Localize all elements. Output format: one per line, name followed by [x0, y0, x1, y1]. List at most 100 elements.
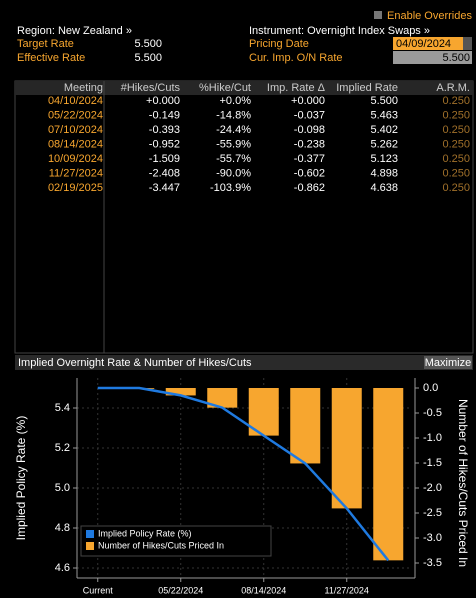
chart-title: Implied Overnight Rate & Number of Hikes…: [18, 357, 252, 369]
label: Effective Rate: [17, 52, 85, 64]
table-cell: -3.447: [149, 182, 180, 194]
legend: [80, 525, 272, 557]
maximize[interactable]: Maximize: [425, 357, 471, 369]
table-cell: 0.250: [442, 182, 470, 194]
region[interactable]: Region: New Zealand »: [17, 25, 132, 37]
y2-tick-label: -2.0: [423, 482, 442, 494]
bar: [207, 388, 238, 408]
value: 5.500: [442, 52, 470, 64]
y-tick-label: 5.4: [55, 402, 70, 414]
table-cell: +0.000: [146, 95, 180, 107]
table-cell: 0.250: [442, 138, 470, 150]
checkbox[interactable]: [374, 11, 382, 19]
legend-label: Implied Policy Rate (%): [98, 528, 192, 538]
table-cell: 02/19/2025: [48, 182, 103, 194]
legend-label: Number of Hikes/Cuts Priced In: [98, 540, 224, 550]
instrument[interactable]: Instrument: Overnight Index Swaps »: [249, 25, 430, 37]
label: Cur. Imp. O/N Rate: [249, 52, 343, 64]
table-cell: -14.8%: [216, 109, 251, 121]
column-header: #Hikes/Cuts: [121, 82, 181, 94]
x-tick-label: Current: [83, 585, 114, 595]
table-cell: 0.250: [442, 124, 470, 136]
table-cell: -103.9%: [210, 182, 251, 194]
value: 5.500: [134, 52, 162, 64]
legend-swatch: [86, 530, 94, 538]
y-axis-label: Implied Policy Rate (%): [14, 416, 28, 541]
column-header: %Hike/Cut: [199, 82, 251, 94]
table-cell: 0.250: [442, 167, 470, 179]
table-cell: 5.402: [370, 124, 398, 136]
y2-tick-label: -1.0: [423, 432, 442, 444]
column-header: A.R.M.: [436, 82, 470, 94]
table-cell: 4.898: [370, 167, 398, 179]
table-cell: 10/09/2024: [48, 153, 103, 165]
table-frame: [14, 80, 474, 354]
x-tick-label: 05/22/2024: [158, 585, 203, 595]
y-tick-label: 4.8: [55, 522, 70, 534]
legend-swatch: [86, 542, 94, 550]
column-header: Implied Rate: [336, 82, 398, 94]
table-cell: 08/14/2024: [48, 138, 103, 150]
y-tick-label: 5.2: [55, 442, 70, 454]
y2-tick-label: -3.0: [423, 532, 442, 544]
bar: [290, 388, 321, 464]
bar: [331, 388, 362, 509]
y2-tick-label: -1.5: [423, 457, 442, 469]
y2-tick-label: -0.5: [423, 407, 442, 419]
y-tick-label: 4.6: [55, 562, 70, 574]
enable-overrides[interactable]: Enable Overrides: [387, 10, 472, 22]
line: [97, 386, 390, 562]
table: Meeting #Hikes/Cuts %Hike/Cut Imp. Rate Δ Im…: [14, 80, 474, 354]
table-cell: 4.638: [370, 182, 398, 194]
label: Pricing Date: [249, 38, 309, 50]
table-cell: -0.952: [149, 138, 180, 150]
table-cell: 0.250: [442, 109, 470, 121]
chart-title-bar: [15, 355, 473, 370]
maximize-button[interactable]: [424, 356, 472, 369]
table-cell: 04/10/2024: [48, 95, 103, 107]
table-cell: -0.238: [294, 138, 325, 150]
table-cell: -0.393: [149, 124, 180, 136]
column-header: Meeting: [64, 82, 103, 94]
table-cell: -0.037: [294, 109, 325, 121]
table-cell: -55.7%: [216, 153, 251, 165]
table-cell: 5.500: [370, 95, 398, 107]
value-box: [393, 51, 472, 64]
y2-tick-label: -3.5: [423, 557, 442, 569]
date-input[interactable]: [393, 37, 463, 50]
pricing-date[interactable]: 04/09/2024: [396, 38, 451, 50]
table-cell: 05/22/2024: [48, 109, 103, 121]
y2-axis-label: Number of Hikes/Cuts Priced In: [456, 399, 470, 567]
x-tick-label: 11/27/2024: [325, 585, 369, 595]
table-cell: -0.377: [294, 153, 325, 165]
y2-tick-label: -2.5: [423, 507, 442, 519]
table-cell: 5.463: [370, 109, 398, 121]
table-cell: 0.250: [442, 153, 470, 165]
calendar-button[interactable]: [463, 37, 472, 50]
table-cell: 0.250: [442, 95, 470, 107]
table-cell: -24.4%: [216, 124, 251, 136]
table-cell: 5.262: [370, 138, 398, 150]
value: 5.500: [134, 38, 162, 50]
table-cell: -0.098: [294, 124, 325, 136]
table-cell: -55.9%: [216, 138, 251, 150]
x-tick-label: 08/14/2024: [241, 585, 286, 595]
table-cell: -2.408: [149, 167, 180, 179]
table-cell: -0.149: [149, 109, 180, 121]
bar: [165, 388, 196, 396]
table-cell: -90.0%: [216, 167, 251, 179]
column-header: Imp. Rate Δ: [267, 82, 326, 94]
table-cell: -0.862: [294, 182, 325, 194]
y-tick-label: 5.0: [55, 482, 70, 494]
table-cell: -1.509: [149, 153, 180, 165]
table-cell: +0.000: [291, 95, 325, 107]
chart: Implied Overnight Rate & Number of Hikes…: [14, 355, 473, 595]
table-cell: +0.0%: [220, 95, 252, 107]
table-header: [15, 81, 473, 95]
table-cell: 11/27/2024: [49, 167, 103, 179]
label: Target Rate: [17, 38, 74, 50]
y2-tick-label: 0.0: [423, 382, 438, 394]
bar: [373, 388, 404, 561]
table-cell: 5.123: [370, 153, 398, 165]
